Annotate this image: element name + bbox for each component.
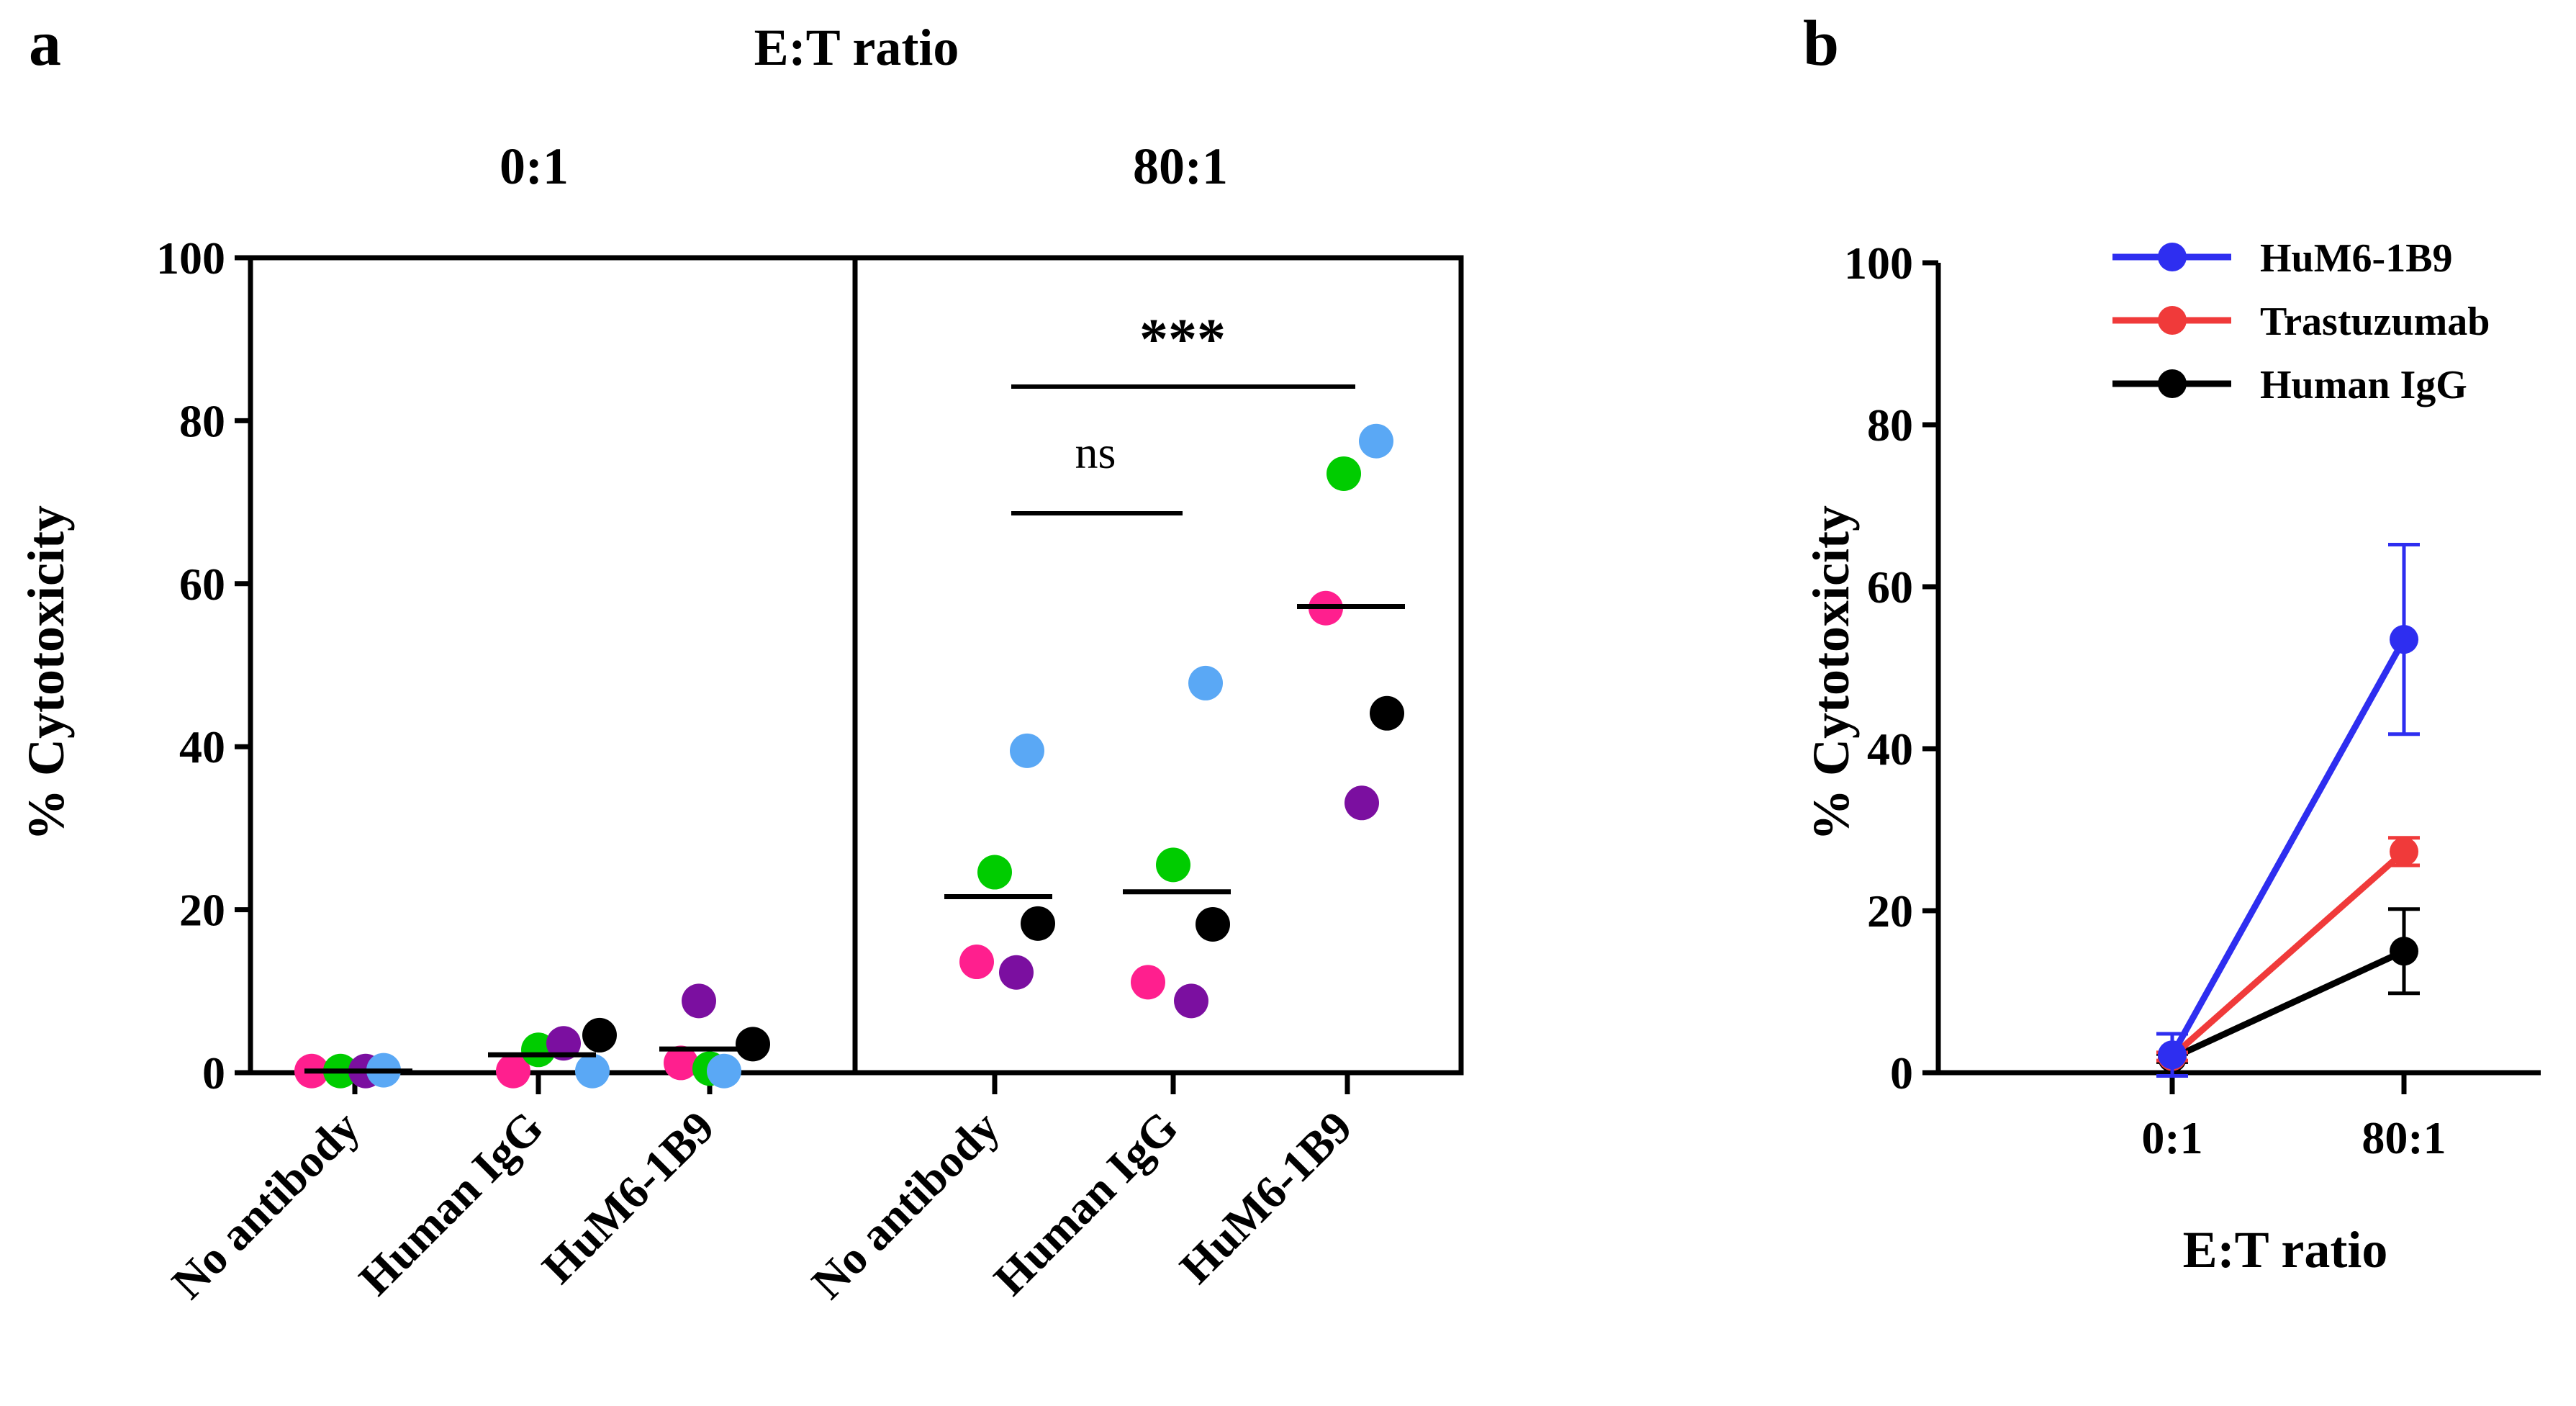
legend-label: Human IgG	[2260, 363, 2467, 407]
series-Human IgG	[2156, 907, 2420, 1073]
point-purple	[546, 1026, 581, 1061]
legend-label: HuM6-1B9	[2260, 236, 2453, 281]
y-tick-label: 60	[1867, 562, 1913, 613]
x-tick-label: 0:1	[2141, 1112, 2202, 1163]
point-pink	[959, 945, 994, 980]
panel-a-title: E:T ratio	[754, 19, 959, 76]
panel-a-significance: ns ***	[1011, 308, 1355, 515]
y-tick-label: 100	[1844, 238, 1913, 289]
point-blue	[1188, 665, 1223, 700]
panel-b-series	[2156, 543, 2420, 1078]
point-green	[977, 855, 1012, 890]
y-tick-label: 80	[1867, 400, 1913, 451]
group-label-0-1: 0:1	[500, 138, 569, 195]
panel-b-ylabel: % Cytotoxicity	[1802, 505, 1860, 841]
point-black	[736, 1027, 770, 1062]
point-pink	[664, 1045, 698, 1081]
y-tick-label: 0	[202, 1047, 225, 1099]
point-black	[582, 1017, 617, 1053]
y-tick-label: 40	[179, 721, 225, 772]
point-blue	[1010, 733, 1044, 768]
point-green	[1156, 847, 1190, 883]
data-point	[2390, 937, 2418, 966]
y-tick-label: 20	[179, 885, 225, 936]
panel-a-means	[304, 603, 1405, 1074]
point-blue	[575, 1053, 610, 1089]
y-tick-label: 20	[1867, 885, 1913, 937]
panel-a-points	[294, 423, 1404, 1089]
point-black	[1021, 906, 1055, 941]
point-pink	[496, 1053, 530, 1089]
point-blue	[1359, 423, 1393, 459]
y-tick-label: 60	[179, 559, 225, 610]
legend-label: Trastuzumab	[2260, 299, 2490, 344]
group-label-80-1: 80:1	[1133, 138, 1228, 195]
y-tick-label: 40	[1867, 724, 1913, 775]
data-point	[2390, 625, 2418, 654]
panel-b-legend: HuM6-1B9 Trastuzumab Human IgG	[2112, 236, 2490, 407]
panel-b-label: b	[1803, 8, 1839, 79]
series-line	[2171, 948, 2405, 1061]
series-Trastuzumab	[2156, 836, 2420, 1071]
series-line	[2169, 637, 2407, 1057]
y-tick-label: 0	[1890, 1047, 1913, 1099]
point-blue	[707, 1053, 741, 1089]
data-point	[2158, 1040, 2187, 1070]
point-pink	[1131, 965, 1165, 1000]
point-purple	[1174, 983, 1208, 1019]
x-category-label: Human IgG	[349, 1101, 553, 1305]
panel-a-yaxis: 0 20 40 60 80 100	[156, 233, 250, 1099]
sig-label-ns: ns	[1075, 427, 1116, 478]
x-category-label: No antibody	[802, 1101, 1009, 1309]
legend-swatch-marker	[2158, 369, 2187, 398]
panel-a-frame	[248, 255, 1464, 1076]
x-tick-label: 80:1	[2362, 1112, 2446, 1163]
panel-b-xlabel: E:T ratio	[2183, 1221, 2388, 1279]
y-tick-label: 100	[156, 233, 225, 284]
point-purple	[682, 983, 716, 1019]
panel-a-label: a	[29, 8, 61, 79]
point-purple	[1345, 785, 1379, 821]
x-category-label: HuM6-1B9	[532, 1101, 723, 1293]
point-black	[1370, 695, 1404, 731]
series-line	[2170, 849, 2406, 1059]
x-category-label: HuM6-1B9	[1170, 1101, 1361, 1293]
sig-label-stars: ***	[1139, 308, 1226, 371]
x-category-label: Human IgG	[984, 1101, 1188, 1305]
point-purple	[999, 955, 1034, 990]
legend-swatch-marker	[2158, 243, 2187, 271]
panel-a-ylabel: % Cytotoxicity	[17, 505, 75, 841]
series-HuM6-1B9	[2156, 543, 2420, 1078]
point-green	[1327, 456, 1361, 491]
point-black	[1196, 906, 1230, 942]
legend-swatch-marker	[2158, 306, 2187, 335]
panel-b-axes: 0 20 40 60 80 100 0:1 80:1	[1844, 238, 2541, 1163]
x-category-label: No antibody	[162, 1101, 369, 1309]
data-point	[2390, 837, 2418, 866]
y-tick-label: 80	[179, 395, 225, 446]
